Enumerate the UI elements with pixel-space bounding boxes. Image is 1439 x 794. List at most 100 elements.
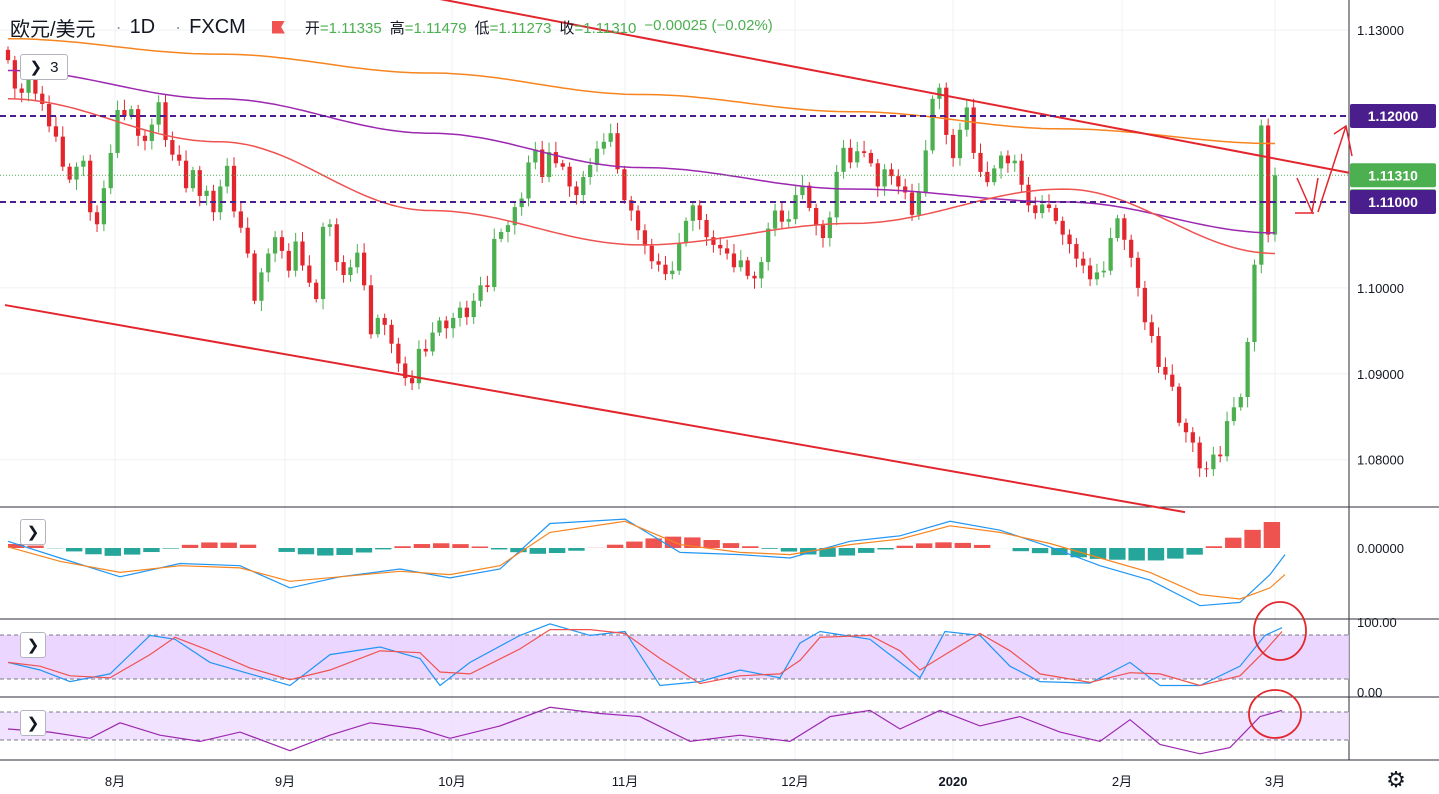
candle-body	[704, 219, 709, 238]
candle-body	[204, 190, 209, 196]
candle-body	[272, 237, 278, 254]
indicator-count: 3	[50, 58, 59, 76]
low-value: =1.11273	[489, 19, 552, 37]
separator-dot: ·	[175, 16, 182, 37]
candle-body	[731, 253, 737, 268]
candle-body	[533, 149, 538, 163]
candle-body	[1087, 265, 1093, 280]
macd-histogram-bar	[27, 545, 44, 548]
expand-stochastic-button[interactable]: ❯	[20, 632, 46, 658]
chevron-right-icon: ❯	[29, 59, 43, 76]
up-arrow-annotation	[1317, 124, 1353, 213]
expand-macd-button[interactable]: ❯	[20, 519, 46, 545]
candle-body	[868, 152, 874, 164]
candle-body	[334, 224, 339, 263]
candle-body	[1272, 175, 1278, 235]
macd-histogram-bar	[1167, 548, 1184, 559]
candle-body	[779, 210, 785, 222]
candle-body	[985, 171, 990, 183]
candle-body	[471, 300, 476, 318]
candle-body	[1170, 374, 1175, 387]
macd-histogram-bar	[355, 548, 373, 553]
macd-histogram-bar	[1225, 537, 1242, 548]
candle-body	[1176, 386, 1182, 423]
macd-histogram-bar	[645, 538, 662, 548]
candle-body	[909, 192, 915, 215]
down-arrow-annotation	[1296, 177, 1319, 215]
macd-histogram-bar	[104, 548, 122, 556]
macd-zero-label: 0.00000	[1357, 541, 1404, 556]
rsi-band	[0, 712, 1349, 740]
candle-body	[286, 250, 291, 271]
candle-body	[601, 141, 606, 149]
candle-body	[1190, 432, 1195, 443]
macd-histogram-bar	[375, 548, 392, 550]
stochastic-k-line	[7, 623, 1283, 687]
candle-body	[1259, 125, 1264, 265]
candle-body	[67, 166, 72, 180]
candle-body	[889, 169, 894, 177]
interval[interactable]: 1D	[129, 15, 156, 38]
expand-indicators-button[interactable]: ❯ 3	[20, 54, 68, 80]
candle-body	[279, 237, 285, 251]
candle-body	[355, 252, 360, 268]
macd-histogram-bar	[65, 548, 83, 552]
candle-body	[1204, 468, 1209, 470]
circle-annotation-rsi	[1248, 689, 1302, 739]
rsi-line	[7, 706, 1283, 755]
macd-histogram-bar	[471, 546, 489, 548]
price-badge: 1.11000	[1350, 189, 1436, 214]
macd-histogram-bar	[684, 537, 701, 548]
macd-histogram-bar	[394, 546, 411, 548]
trend-line-upper	[439, 0, 1350, 174]
macd-histogram-bar	[1089, 548, 1107, 559]
candle-body	[1108, 238, 1113, 271]
candle-body	[1019, 160, 1024, 185]
candle-body	[848, 147, 853, 163]
candle-body	[94, 212, 100, 225]
candle-body	[375, 317, 380, 335]
candle-body	[738, 260, 743, 268]
candle-body	[875, 163, 880, 187]
macd-histogram-bar	[452, 544, 469, 548]
candle-body	[122, 109, 127, 117]
flag-icon[interactable]	[271, 20, 285, 34]
high-label: 高	[389, 19, 405, 37]
candle-body	[197, 170, 202, 196]
macd-histogram-bar	[85, 548, 102, 555]
candle-body	[1224, 421, 1230, 457]
macd-histogram-bar	[1186, 548, 1203, 555]
macd-histogram-bar	[722, 543, 740, 548]
candles	[5, 46, 1278, 477]
candle-body	[793, 195, 798, 220]
candle-body	[505, 225, 511, 233]
macd-histogram-bar	[1031, 548, 1049, 554]
candle-body	[293, 241, 298, 271]
candle-body	[861, 151, 867, 153]
candle-body	[950, 134, 956, 159]
chart-header: 欧元/美元 · 1D · FXCM 开=1.11335 高=1.11479 低=…	[10, 14, 773, 41]
stochastic-d-line	[7, 629, 1283, 687]
candle-body	[40, 93, 45, 104]
candle-body	[786, 219, 791, 222]
candle-body	[307, 265, 312, 283]
open-value: =1.11335	[319, 19, 382, 37]
trend-line-lower	[4, 304, 1186, 514]
candle-body	[430, 332, 435, 352]
x-tick-label: 12月	[781, 774, 808, 789]
moving-average-line	[8, 37, 1275, 145]
macd-histogram-bar	[954, 542, 972, 548]
candle-body	[1101, 270, 1106, 273]
macd-histogram-bar	[220, 542, 237, 548]
gear-icon[interactable]: ⚙	[1386, 767, 1406, 792]
candle-body	[553, 152, 559, 164]
candle-body	[916, 192, 921, 215]
expand-rsi-button[interactable]: ❯	[20, 710, 46, 736]
candle-body	[814, 207, 819, 226]
candle-body	[759, 262, 764, 279]
macd-histogram-bar	[8, 544, 25, 548]
high-value: =1.11479	[404, 19, 467, 37]
symbol-name[interactable]: 欧元/美元	[10, 18, 96, 41]
open-label: 开	[304, 19, 320, 37]
